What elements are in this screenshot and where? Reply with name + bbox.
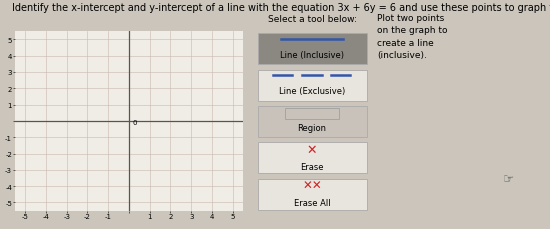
Text: 0: 0 bbox=[132, 119, 136, 125]
Text: Region: Region bbox=[298, 124, 327, 133]
Text: Select a tool below:: Select a tool below: bbox=[268, 15, 356, 24]
FancyBboxPatch shape bbox=[285, 108, 339, 120]
Text: ✕✕: ✕✕ bbox=[302, 179, 322, 192]
Text: Line (Inclusive): Line (Inclusive) bbox=[280, 50, 344, 59]
FancyBboxPatch shape bbox=[257, 143, 366, 174]
FancyBboxPatch shape bbox=[257, 34, 366, 65]
Text: Erase: Erase bbox=[300, 162, 324, 171]
Text: ✕: ✕ bbox=[307, 143, 317, 156]
FancyBboxPatch shape bbox=[257, 70, 366, 101]
Text: Plot two points
on the graph to
create a line
(inclusive).: Plot two points on the graph to create a… bbox=[377, 14, 447, 60]
Text: Identify the x-intercept and y-intercept of a line with the equation 3x + 6y = 6: Identify the x-intercept and y-intercept… bbox=[12, 3, 550, 13]
FancyBboxPatch shape bbox=[257, 106, 366, 137]
Text: Line (Exclusive): Line (Exclusive) bbox=[279, 87, 345, 95]
Text: ☞: ☞ bbox=[503, 172, 514, 185]
Text: Erase All: Erase All bbox=[294, 198, 331, 207]
FancyBboxPatch shape bbox=[257, 179, 366, 210]
